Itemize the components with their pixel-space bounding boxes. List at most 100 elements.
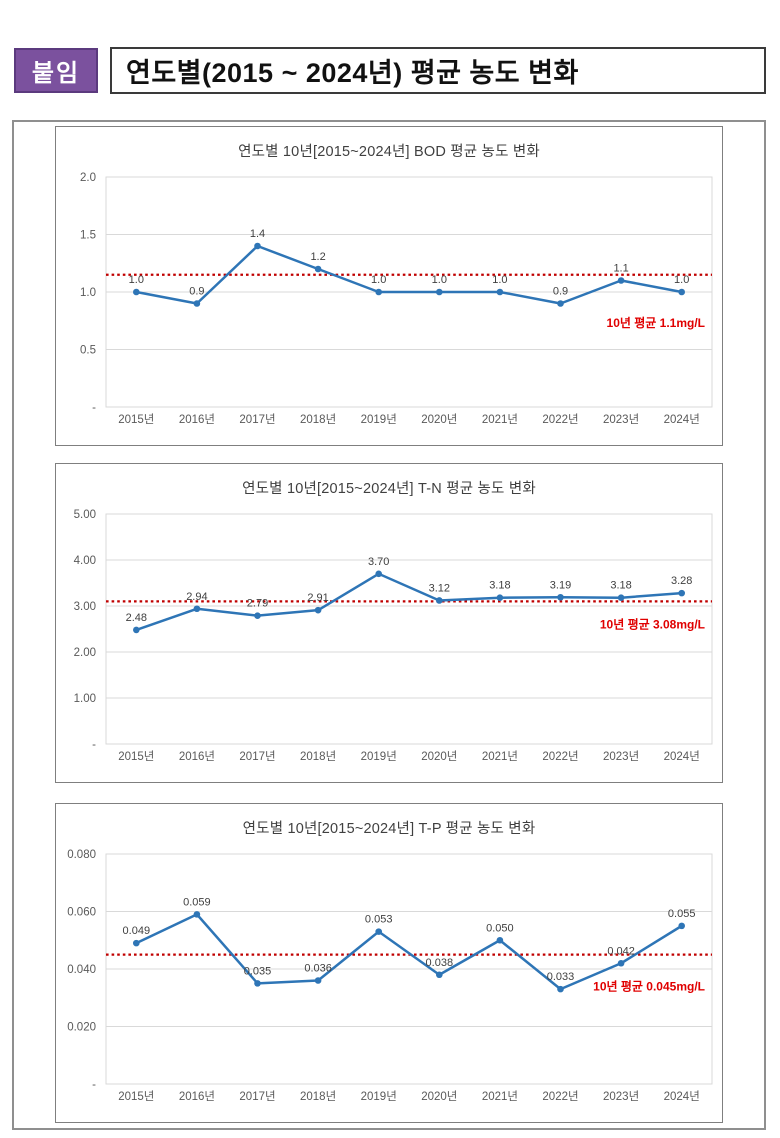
data-label: 1.0: [432, 274, 447, 286]
x-tick-label: 2016년: [179, 1090, 215, 1103]
data-label: 1.0: [674, 274, 689, 286]
data-point: [375, 288, 383, 296]
mean-annotation: 10년 평균 1.1mg/L: [607, 316, 705, 330]
data-point: [436, 597, 443, 604]
data-point: [375, 928, 383, 935]
x-tick-label: 2020년: [421, 750, 457, 763]
data-label: 3.70: [368, 556, 389, 568]
data-point: [436, 288, 443, 296]
y-tick-label: 0.080: [67, 849, 96, 861]
line-series: [135, 572, 683, 632]
x-tick-label: 2022년: [542, 413, 578, 426]
data-label: 2.94: [186, 591, 207, 603]
x-tick-label: 2024년: [664, 1090, 700, 1103]
data-point: [496, 288, 504, 296]
data-point: [557, 300, 564, 307]
chart-tp: 0.080 0.060 0.040 0.020 - 2015년 2016년 2017년 2018…: [55, 803, 723, 1123]
plot-area: [105, 513, 713, 745]
y-tick-label: 2.00: [74, 647, 96, 659]
x-tick-label: 2022년: [542, 750, 578, 763]
y-tick-label: 4.00: [74, 555, 96, 567]
data-point: [254, 980, 261, 987]
y-tick-label: 5.00: [74, 509, 96, 521]
data-label: 2.79: [247, 598, 268, 610]
line-series: [135, 244, 683, 305]
x-tick-label: 2020년: [421, 1090, 457, 1103]
x-tick-label: 2017년: [239, 750, 275, 763]
y-tick-label: 2.0: [80, 172, 96, 184]
x-tick-label: 2018년: [300, 413, 336, 426]
data-point: [314, 977, 322, 984]
data-label: 0.055: [668, 908, 696, 920]
data-point: [436, 971, 443, 979]
chart-tp-plot: 0.080 0.060 0.040 0.020 - 2015년 2016년 2017년 2018…: [67, 849, 713, 1103]
data-point: [193, 300, 201, 307]
x-tick-label: 2017년: [239, 413, 275, 426]
x-tick-label: 2024년: [664, 750, 700, 763]
data-point: [254, 612, 261, 619]
data-label: 2.91: [307, 592, 328, 604]
data-label: 0.049: [123, 925, 151, 937]
data-point: [617, 959, 625, 967]
data-point: [496, 936, 504, 944]
x-tick-label: 2015년: [118, 413, 154, 426]
data-point: [617, 594, 625, 602]
data-point: [193, 605, 201, 613]
y-tick-label: 0.020: [67, 1022, 96, 1034]
y-tick-label: 3.00: [74, 601, 96, 613]
data-label: 0.033: [547, 971, 575, 983]
x-tick-label: 2018년: [300, 750, 336, 763]
data-point: [314, 265, 322, 273]
data-point: [557, 593, 564, 601]
data-label: 0.9: [553, 286, 568, 298]
data-label: 1.0: [129, 274, 144, 286]
data-label: 0.036: [304, 963, 332, 975]
y-tick-label: 0.060: [67, 907, 96, 919]
data-point: [133, 939, 140, 947]
data-label: 3.18: [610, 580, 631, 592]
data-point: [133, 288, 140, 296]
data-label: 2.48: [126, 612, 147, 624]
x-tick-label: 2021년: [482, 1090, 518, 1103]
y-tick-label: -: [92, 739, 96, 751]
x-tick-label: 2023년: [603, 1090, 639, 1103]
data-label: 1.2: [310, 251, 325, 263]
data-point: [678, 589, 685, 597]
data-label: 1.0: [492, 274, 507, 286]
x-tick-label: 2023년: [603, 750, 639, 763]
data-label: 1.1: [613, 263, 628, 275]
mean-annotation: 10년 평균 3.08mg/L: [600, 617, 705, 631]
data-label: 0.035: [244, 965, 272, 977]
data-label: 3.19: [550, 579, 571, 591]
chart-tp-title: 연도별 10년[2015~2024년] T-P 평균 농도 변화: [242, 821, 536, 837]
y-tick-label: -: [92, 1079, 96, 1091]
x-tick-label: 2018년: [300, 1090, 336, 1103]
data-label: 0.059: [183, 896, 211, 908]
data-label: 0.050: [486, 922, 514, 934]
page-title: 연도별(2015 ~ 2024년) 평균 농도 변화: [126, 58, 579, 88]
data-point: [193, 911, 201, 918]
y-tick-label: -: [92, 402, 96, 414]
data-point: [557, 985, 564, 993]
chart-bod-plot: 2.0 1.5 1.0 0.5 - 2015년 2016년 2017년 2018년 2019년 20…: [80, 172, 713, 426]
data-point: [314, 606, 322, 614]
document-title-box: 연도별(2015 ~ 2024년) 평균 농도 변화: [110, 47, 766, 94]
chart-bod-title: 연도별 10년[2015~2024년] BOD 평균 농도 변화: [238, 144, 540, 160]
data-label: 0.038: [426, 957, 454, 969]
y-tick-label: 1.0: [80, 287, 96, 299]
data-point: [617, 277, 625, 284]
y-tick-label: 1.00: [74, 693, 96, 705]
x-tick-label: 2024년: [664, 413, 700, 426]
x-tick-label: 2015년: [118, 750, 154, 763]
x-tick-label: 2016년: [179, 413, 215, 426]
x-tick-label: 2019년: [361, 1090, 397, 1103]
data-label: 0.9: [189, 286, 204, 298]
line-series: [135, 913, 683, 991]
attachment-badge: 붙임: [14, 48, 98, 93]
x-tick-label: 2021년: [482, 413, 518, 426]
x-tick-label: 2022년: [542, 1090, 578, 1103]
data-label: 3.28: [671, 575, 692, 587]
data-label: 3.18: [489, 580, 510, 592]
y-tick-label: 0.5: [80, 345, 96, 357]
data-label: 0.042: [607, 945, 635, 957]
